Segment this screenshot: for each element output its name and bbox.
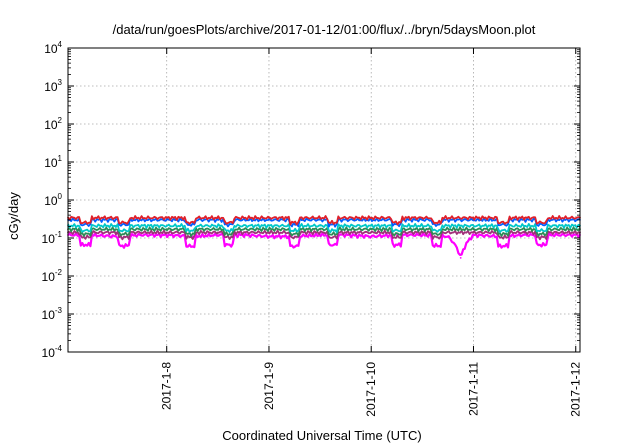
data-point (216, 224, 219, 227)
series-line (67, 223, 581, 234)
y-tick-label: 10-1 (42, 230, 63, 246)
grid-lines (68, 48, 580, 352)
data-point (165, 218, 168, 221)
data-point (216, 234, 219, 236)
y-tick-label: 10-2 (42, 268, 63, 284)
series-line (67, 229, 581, 241)
data-point (216, 231, 219, 234)
data-point (472, 234, 475, 236)
data-point (114, 224, 117, 227)
x-tick-label: 2017-1-9 (262, 362, 276, 410)
data-point (523, 216, 526, 219)
series-line (67, 226, 581, 237)
y-tick-label: 104 (44, 40, 62, 56)
data-point (319, 228, 321, 231)
chart-title: /data/run/goesPlots/archive/2017-01-12/0… (113, 22, 536, 37)
data-point (268, 235, 270, 238)
data-point (523, 231, 526, 234)
data-point (523, 228, 526, 231)
x-tick-label: 2017-1-10 (364, 362, 378, 417)
data-point (165, 231, 168, 234)
data-point (523, 224, 526, 227)
data-point (165, 224, 168, 227)
y-tick-label: 101 (44, 154, 62, 170)
data-point (114, 218, 117, 221)
data-point (165, 234, 168, 236)
data-point (421, 231, 424, 234)
data-point (421, 228, 424, 231)
x-tick-labels: 2017-1-8 2017-1-9 2017-1-10 2017-1-11 2017-1… (160, 362, 583, 417)
data-point (114, 231, 117, 234)
data-point (216, 216, 219, 219)
data-point (216, 228, 219, 231)
data-point (549, 234, 552, 236)
data-point (370, 216, 373, 219)
data-point (268, 224, 270, 227)
y-tick-label: 102 (44, 116, 62, 132)
data-point (216, 218, 219, 221)
data-point (370, 228, 373, 231)
ticks (68, 47, 580, 353)
data-point (165, 216, 168, 219)
data-point (472, 228, 475, 231)
data-point (459, 256, 462, 259)
data-point (472, 231, 475, 234)
data-point (319, 224, 321, 227)
data-point (370, 231, 373, 234)
data-point (421, 216, 424, 219)
data-point (421, 234, 424, 236)
data-point (268, 218, 270, 221)
data-point (114, 216, 117, 219)
data-point (472, 216, 475, 219)
x-tick-label: 2017-1-12 (569, 362, 583, 417)
y-tick-label: 10-3 (42, 306, 63, 322)
data-point (472, 224, 475, 227)
x-axis-label: Coordinated Universal Time (UTC) (222, 428, 421, 443)
series-line (67, 215, 581, 226)
x-tick-label: 2017-1-8 (160, 362, 174, 410)
series-line (67, 217, 581, 228)
data-point (421, 224, 424, 227)
data-point (268, 228, 270, 231)
y-tick-label: 10-4 (42, 344, 63, 360)
data-point (268, 216, 270, 219)
data-point (523, 234, 526, 236)
y-tick-label: 103 (44, 78, 62, 94)
data-point (319, 231, 321, 234)
y-axis-label: cGy/day (6, 192, 21, 240)
data-point (370, 218, 373, 221)
data-point (319, 216, 321, 219)
data-point (344, 234, 347, 236)
series-line (67, 232, 581, 256)
x-tick-label: 2017-1-11 (466, 362, 480, 416)
data-point (268, 231, 270, 234)
data-point (370, 235, 373, 238)
data-point (114, 235, 117, 238)
y-tick-labels: 10-4 10-3 10-2 10-1 100 101 102 103 104 (42, 40, 63, 360)
data-point (165, 228, 168, 231)
data-point (370, 224, 373, 227)
data-point (447, 235, 449, 238)
y-tick-label: 100 (44, 192, 62, 208)
data-point (140, 234, 143, 236)
series-layer (67, 215, 581, 259)
data-point (114, 228, 117, 231)
